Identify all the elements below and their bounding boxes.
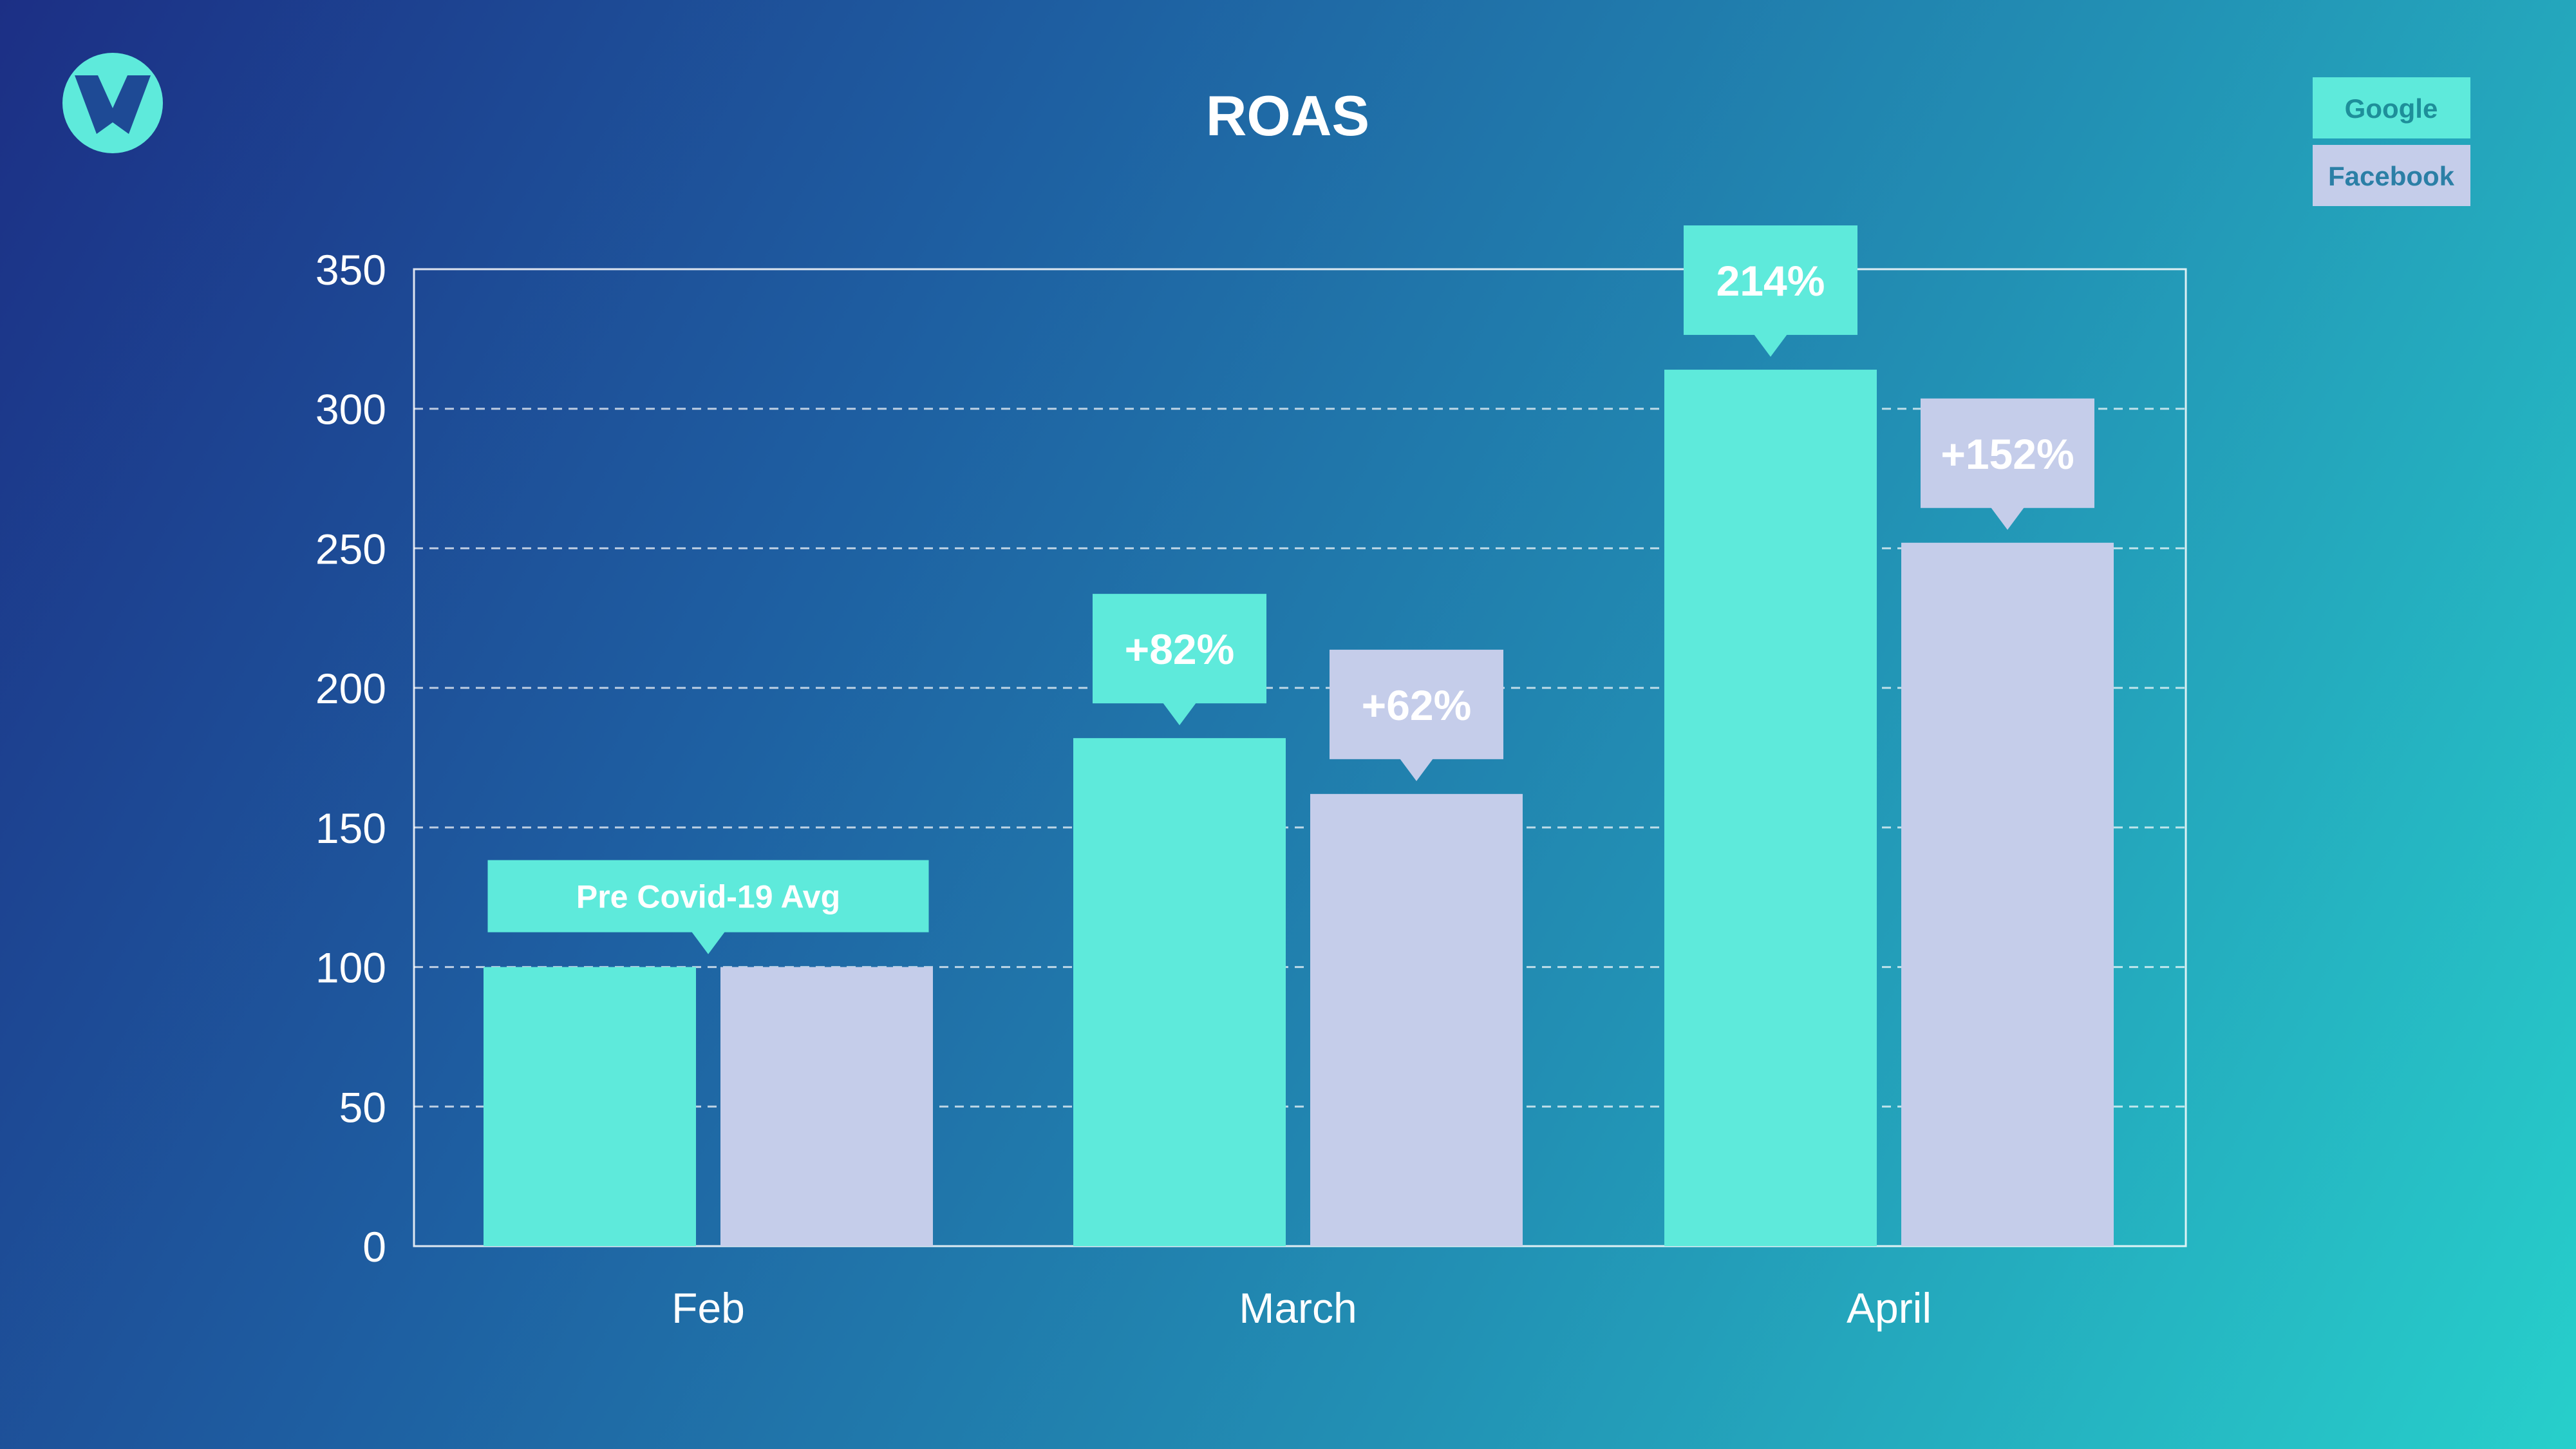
bar-facebook-april[interactable] — [1901, 542, 2114, 1246]
annotation-box — [1921, 398, 2094, 508]
y-tick-label: 200 — [315, 665, 386, 712]
y-tick-label: 50 — [339, 1083, 386, 1131]
x-tick-label: April — [1847, 1284, 1932, 1332]
bar-google-april[interactable] — [1664, 370, 1877, 1246]
bar-google-march[interactable] — [1073, 738, 1286, 1246]
bars — [484, 370, 2114, 1246]
annotation-pointer — [1754, 334, 1787, 357]
annotation-box — [1684, 225, 1857, 336]
annotation-box — [1093, 594, 1266, 704]
annotation-pointer — [1163, 703, 1196, 726]
x-tick-label: March — [1239, 1284, 1357, 1332]
annotation-box — [1330, 649, 1503, 759]
annotation-callout: +62% — [1330, 649, 1503, 781]
legend-label-google: Google — [2345, 93, 2438, 124]
legend-item-google[interactable]: Google — [2313, 77, 2470, 138]
annotation-pointer — [1400, 758, 1433, 781]
annotation-label: +152% — [1941, 430, 2074, 478]
annotation-callout: +82% — [1093, 594, 1266, 726]
annotation-callout: +152% — [1921, 398, 2094, 530]
annotation-pointer — [1991, 507, 2024, 530]
annotation-callout: 214% — [1684, 225, 1857, 357]
legend-label-facebook: Facebook — [2328, 161, 2455, 191]
y-tick-label: 250 — [315, 525, 386, 573]
bar-google-feb[interactable] — [484, 967, 696, 1246]
legend-item-facebook[interactable]: Facebook — [2313, 145, 2470, 206]
y-tick-label: 300 — [315, 386, 386, 433]
x-axis-labels: Feb March April — [672, 1284, 1932, 1332]
annotation-label: +62% — [1362, 681, 1472, 729]
y-axis-ticks: 0 50 100 150 200 250 300 350 — [315, 246, 386, 1271]
plot-frame — [413, 268, 2187, 1247]
annotation-label: 214% — [1716, 257, 1825, 305]
legend: Google Facebook — [2313, 77, 2470, 206]
y-tick-label: 100 — [315, 944, 386, 992]
annotation-pointer — [691, 931, 725, 954]
y-tick-label: 350 — [315, 246, 386, 294]
y-tick-label: 150 — [315, 804, 386, 852]
annotation-box — [487, 860, 929, 933]
annotation-label: Pre Covid-19 Avg — [576, 879, 840, 915]
annotations: Pre Covid-19 Avg +82% +62% 214% +152% — [487, 225, 2094, 954]
y-tick-label: 0 — [362, 1223, 386, 1271]
grid-lines — [414, 408, 2186, 1108]
chart-title: ROAS — [1206, 84, 1369, 147]
x-tick-label: Feb — [672, 1284, 745, 1332]
bar-facebook-march[interactable] — [1310, 793, 1523, 1246]
annotation-callout: Pre Covid-19 Avg — [487, 860, 929, 954]
bar-facebook-feb[interactable] — [720, 967, 933, 1246]
annotation-label: +82% — [1125, 625, 1235, 673]
w-logo-icon — [62, 53, 163, 153]
